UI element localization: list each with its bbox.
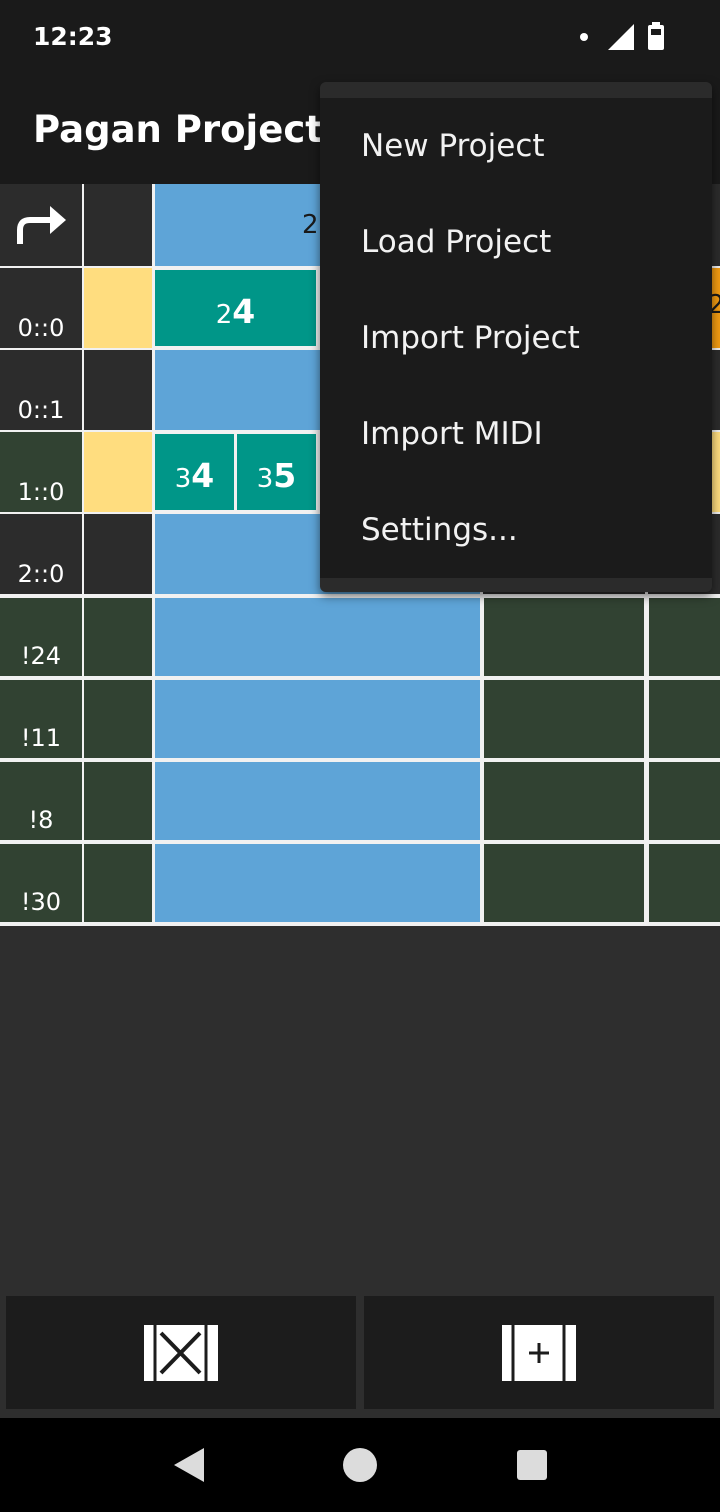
note-cell[interactable]: 24 [155,270,316,346]
status-bar: 12:23 [0,0,720,74]
line-label[interactable]: 0::1 [0,350,82,430]
line-selector[interactable] [84,598,152,676]
line-selector[interactable] [84,350,152,430]
grid-cell[interactable] [484,762,644,840]
status-time: 12:23 [33,22,113,51]
grid-cell[interactable] [155,844,480,922]
line-selector[interactable] [84,762,152,840]
redo-icon [17,206,66,244]
line-selector[interactable] [84,268,152,348]
menu-item-settings[interactable]: Settings... [361,512,518,548]
signal-icon [608,24,634,50]
note-cell[interactable]: 34 [155,434,234,510]
line-label[interactable]: !11 [0,680,82,758]
line-label[interactable]: 2::0 [0,514,82,594]
nav-home-button[interactable] [300,1418,420,1512]
grid-cell[interactable] [649,762,720,840]
line-label[interactable]: 0::0 [0,268,82,348]
menu-item-import-project[interactable]: Import Project [361,320,580,356]
nav-back-button[interactable] [130,1418,250,1512]
remove-beat-button[interactable] [6,1296,356,1409]
grid-cell[interactable] [649,598,720,676]
app-title: Pagan Project [33,108,323,151]
home-icon [343,1448,377,1482]
line-selector[interactable] [84,514,152,594]
back-icon [174,1448,204,1482]
line-label[interactable]: 1::0 [0,432,82,512]
line-label[interactable]: !8 [0,762,82,840]
grid-cell[interactable] [649,680,720,758]
nav-recents-button[interactable] [472,1418,592,1512]
menu-item-load-project[interactable]: Load Project [361,224,552,260]
grid-cell[interactable] [484,844,644,922]
grid-cell[interactable] [155,762,480,840]
overflow-menu: New Project Load Project Import Project … [320,82,712,592]
note-cell[interactable]: 35 [237,434,316,510]
beat-header-label: 2 [302,210,319,240]
line-label[interactable]: !24 [0,598,82,676]
line-selector[interactable] [84,680,152,758]
menu-item-new-project[interactable]: New Project [361,128,545,164]
add-column-icon [502,1324,576,1381]
line-selector[interactable] [84,844,152,922]
recents-icon [517,1450,547,1480]
notification-dot-icon [580,33,588,41]
grid-cell[interactable] [649,844,720,922]
grid-cell[interactable] [484,598,644,676]
grid-cell[interactable] [155,680,480,758]
add-beat-button[interactable] [364,1296,714,1409]
remove-column-icon [144,1324,218,1381]
grid-cell[interactable] [155,598,480,676]
grid-cell[interactable] [484,680,644,758]
redo-button[interactable] [0,184,82,266]
line-label[interactable]: !30 [0,844,82,922]
battery-icon [648,22,664,50]
menu-item-import-midi[interactable]: Import MIDI [361,416,543,452]
line-selector[interactable] [84,432,152,512]
navigation-bar [0,1418,720,1512]
header-spacer [84,184,152,266]
